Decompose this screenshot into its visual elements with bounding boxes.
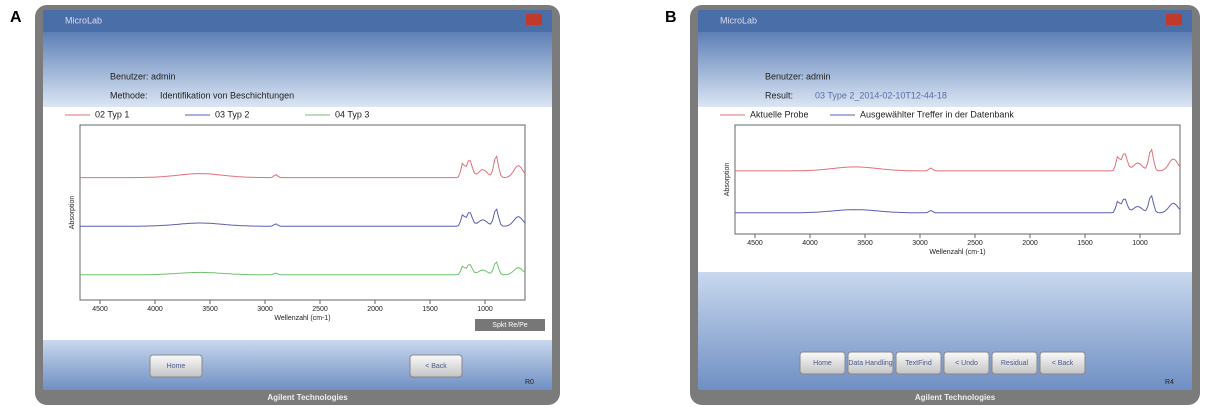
x-tick-label: 3000 <box>257 306 273 313</box>
chart-button-label: Spkt Re/Pe <box>492 322 528 329</box>
header <box>698 32 1192 107</box>
app-title: MicroLab <box>65 15 102 25</box>
footer: Agilent Technologies <box>915 393 996 402</box>
nav-button-label: < Back <box>425 363 447 370</box>
nav-button-label: Residual <box>1001 360 1029 367</box>
info-value: 03 Type 2_2014-02-10T12-44-18 <box>815 90 947 100</box>
x-tick-label: 2000 <box>367 306 383 313</box>
x-tick-label: 2500 <box>967 240 983 247</box>
legend-label: 03 Typ 2 <box>215 109 249 119</box>
nav-button[interactable] <box>895 351 942 375</box>
nav-button[interactable] <box>847 351 894 375</box>
nav-button[interactable] <box>991 351 1038 375</box>
corner-code: R4 <box>1165 379 1174 386</box>
x-tick-label: 1000 <box>1132 240 1148 247</box>
plot-frame <box>734 124 1181 235</box>
nav-button[interactable] <box>799 351 846 375</box>
nav-button-label: < Undo <box>955 360 978 367</box>
y-axis-label: Absorption <box>724 163 731 197</box>
plot-frame <box>79 124 526 301</box>
info-value: Identifikation von Beschichtungen <box>160 90 294 100</box>
title-bar <box>43 10 552 32</box>
x-axis-label: Wellenzahl (cm-1) <box>929 249 985 256</box>
chart-area <box>698 107 1192 272</box>
nav-button[interactable] <box>409 354 463 378</box>
x-tick-label: 1000 <box>477 306 493 313</box>
info-label: Methode: <box>110 90 148 100</box>
x-tick-label: 2000 <box>1022 240 1038 247</box>
legend-label: Aktuelle Probe <box>750 109 809 119</box>
button-bar <box>43 340 552 390</box>
close-button[interactable] <box>526 14 542 25</box>
x-tick-label: 3000 <box>912 240 928 247</box>
app-window: B MicroLab Benutzer: admin Result: 03 Type 2… <box>665 5 1200 405</box>
x-tick-label: 4500 <box>747 240 763 247</box>
panel-label: A <box>10 9 22 26</box>
chart-area <box>43 107 552 340</box>
user: Benutzer: admin <box>110 71 176 81</box>
nav-button[interactable] <box>1039 351 1086 375</box>
nav-button-label: < Back <box>1052 360 1074 367</box>
spectrum-line <box>735 194 1181 214</box>
x-tick-label: 4500 <box>92 306 108 313</box>
x-tick-label: 2500 <box>312 306 328 313</box>
nav-button-label: Home <box>167 363 186 370</box>
legend-label: 02 Typ 1 <box>95 109 129 119</box>
x-tick-label: 1500 <box>422 306 438 313</box>
legend-label: 04 Typ 3 <box>335 109 369 119</box>
nav-button[interactable] <box>149 354 203 378</box>
close-button[interactable] <box>1166 14 1182 25</box>
nav-button-label: Home <box>813 360 832 367</box>
x-axis-label: Wellenzahl (cm-1) <box>274 315 330 322</box>
chart-button[interactable] <box>475 319 545 331</box>
user: Benutzer: admin <box>765 71 831 81</box>
footer: Agilent Technologies <box>267 393 348 402</box>
panel-label: B <box>665 9 677 26</box>
spectrum-line <box>80 261 526 276</box>
y-axis-label: Absorption <box>69 196 76 230</box>
info-label: Result: <box>765 90 793 100</box>
header <box>43 32 552 107</box>
nav-button[interactable] <box>943 351 990 375</box>
title-bar <box>698 10 1192 32</box>
spectrum-line <box>735 148 1181 172</box>
app-window: A MicroLab Benutzer: admin Methode: Identifi… <box>10 5 560 405</box>
app-title: MicroLab <box>720 15 757 25</box>
x-tick-label: 1500 <box>1077 240 1093 247</box>
spectrum-line <box>80 208 526 227</box>
legend-label: Ausgewählter Treffer in der Datenbank <box>860 109 1014 119</box>
spectrum-line <box>80 155 526 179</box>
x-tick-label: 3500 <box>857 240 873 247</box>
nav-button-label: TextFind <box>905 360 932 367</box>
nav-button-label: Data Handling <box>848 360 892 367</box>
x-tick-label: 4000 <box>147 306 163 313</box>
corner-code: R0 <box>525 379 534 386</box>
x-tick-label: 4000 <box>802 240 818 247</box>
x-tick-label: 3500 <box>202 306 218 313</box>
